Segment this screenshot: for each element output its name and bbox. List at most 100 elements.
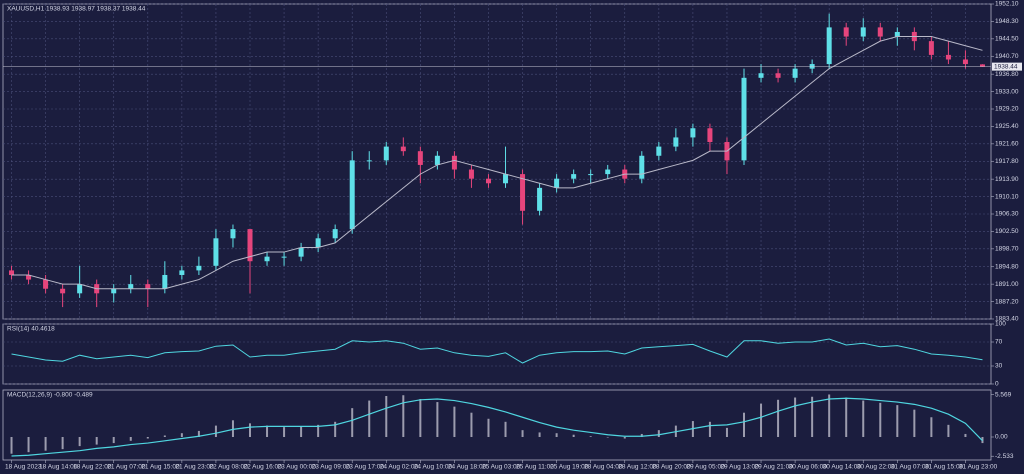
macd-bar <box>78 436 81 447</box>
macd-bar <box>811 396 814 437</box>
panel-frame <box>2 389 992 461</box>
macd-signal <box>11 397 983 457</box>
x-tick-label: 25 Aug 19:00 <box>550 464 589 471</box>
macd-bar <box>95 436 98 445</box>
candle-body <box>792 68 798 78</box>
candle-body <box>656 146 662 156</box>
macd-bar <box>623 436 626 439</box>
macd-bar <box>61 436 64 450</box>
x-tick-label: 30 Aug 22:00 <box>857 464 896 471</box>
macd-bar <box>862 400 865 437</box>
macd-bar <box>725 427 728 437</box>
current-price-box <box>992 62 1022 71</box>
x-tick-label: 24 Aug 18:00 <box>448 464 487 471</box>
candle-body <box>605 169 611 175</box>
x-tick-label: 22 Aug 08:00 <box>209 464 248 471</box>
macd-bar <box>777 399 780 437</box>
candle-body <box>366 160 372 162</box>
candle-body <box>26 274 32 280</box>
candle-body <box>77 284 83 294</box>
macd-bar <box>266 425 269 437</box>
y-tick-label: 1906.30 <box>995 211 1019 218</box>
candle-body <box>298 247 304 257</box>
candle-body <box>43 279 49 289</box>
x-tick-label: 18 Aug 22:00 <box>73 464 112 471</box>
candle-body <box>111 288 117 294</box>
y-tick-label: 1887.20 <box>995 298 1019 305</box>
candle-body <box>196 265 202 271</box>
macd-bar <box>453 406 456 437</box>
x-tick-label: 29 Aug 21:00 <box>755 464 794 471</box>
x-tick-label: 18 Aug 2023 <box>5 464 42 471</box>
candle-body <box>230 229 236 239</box>
candle-body <box>571 174 577 179</box>
candle-body <box>468 169 474 179</box>
candle-body <box>520 174 526 211</box>
macd-bar <box>606 436 609 438</box>
macd-bar <box>947 424 950 437</box>
y-tick-label: 1917.80 <box>995 158 1019 165</box>
macd-bar <box>44 436 47 451</box>
y-tick-label: 1891.00 <box>995 281 1019 288</box>
y-tick-label: 1925.40 <box>995 123 1019 130</box>
y-tick-label: 1913.90 <box>995 176 1019 183</box>
y-tick-label: 1952.10 <box>995 1 1019 8</box>
x-tick-label: 22 Aug 16:00 <box>243 464 282 471</box>
macd-bar <box>828 394 831 437</box>
macd-bar <box>129 436 132 441</box>
y-tick-label: 1933.00 <box>995 88 1019 95</box>
candle-body <box>673 137 679 147</box>
candle-body <box>128 284 134 289</box>
macd-bar <box>317 424 320 437</box>
candle-body <box>588 174 594 176</box>
y-tick-label: 1921.60 <box>995 141 1019 148</box>
candle-body <box>775 73 781 78</box>
y-tick-label: 0 <box>995 381 999 388</box>
candle-body <box>434 155 440 165</box>
candle-body <box>451 155 457 170</box>
candle-body <box>860 27 866 37</box>
macd-bar <box>163 435 166 437</box>
y-tick-label: 1883.40 <box>995 316 1019 323</box>
x-tick-label: 24 Aug 10:00 <box>414 464 453 471</box>
y-tick-label: 1902.50 <box>995 228 1019 235</box>
candle-body <box>179 270 185 275</box>
x-tick-label: 18 Aug 14:00 <box>39 464 78 471</box>
macd-bar <box>419 399 422 437</box>
panel-title: RSI(14) 40.4618 <box>7 326 55 333</box>
y-tick-label: 1894.80 <box>995 263 1019 270</box>
macd-bar <box>283 427 286 437</box>
candle-body <box>503 174 509 184</box>
rsi-line <box>11 338 983 364</box>
macd-bar <box>521 430 524 437</box>
x-tick-label: 23 Aug 00:00 <box>278 464 317 471</box>
candle-body <box>877 27 883 37</box>
x-tick-label: 31 Aug 23:00 <box>959 464 998 471</box>
macd-bar <box>487 418 490 437</box>
macd-bar <box>214 425 217 437</box>
y-tick-label: 1929.20 <box>995 106 1019 113</box>
moving-average <box>11 36 983 290</box>
candle-body <box>962 59 968 65</box>
y-tick-label: -2.533 <box>995 453 1014 460</box>
candle-body <box>758 73 764 78</box>
x-tick-label: 25 Aug 11:00 <box>516 464 554 471</box>
macd-bar <box>657 430 660 437</box>
candle-body <box>554 178 560 188</box>
macd-bar <box>300 426 303 437</box>
x-tick-label: 30 Aug 06:00 <box>789 464 828 471</box>
x-tick-label: 31 Aug 07:00 <box>891 464 930 471</box>
macd-bar <box>930 417 933 437</box>
macd-bar <box>964 433 967 437</box>
macd-bar <box>538 432 541 437</box>
candle-body <box>315 238 321 248</box>
macd-bar <box>794 397 797 437</box>
y-tick-label: 1936.80 <box>995 71 1019 78</box>
x-tick-label: 28 Aug 20:00 <box>652 464 691 471</box>
panel-title: MACD(12,26,9) -0.800 -0.489 <box>7 392 93 399</box>
candle-body <box>349 160 355 230</box>
x-tick-label: 23 Aug 17:00 <box>346 464 385 471</box>
candle-body <box>417 151 423 165</box>
